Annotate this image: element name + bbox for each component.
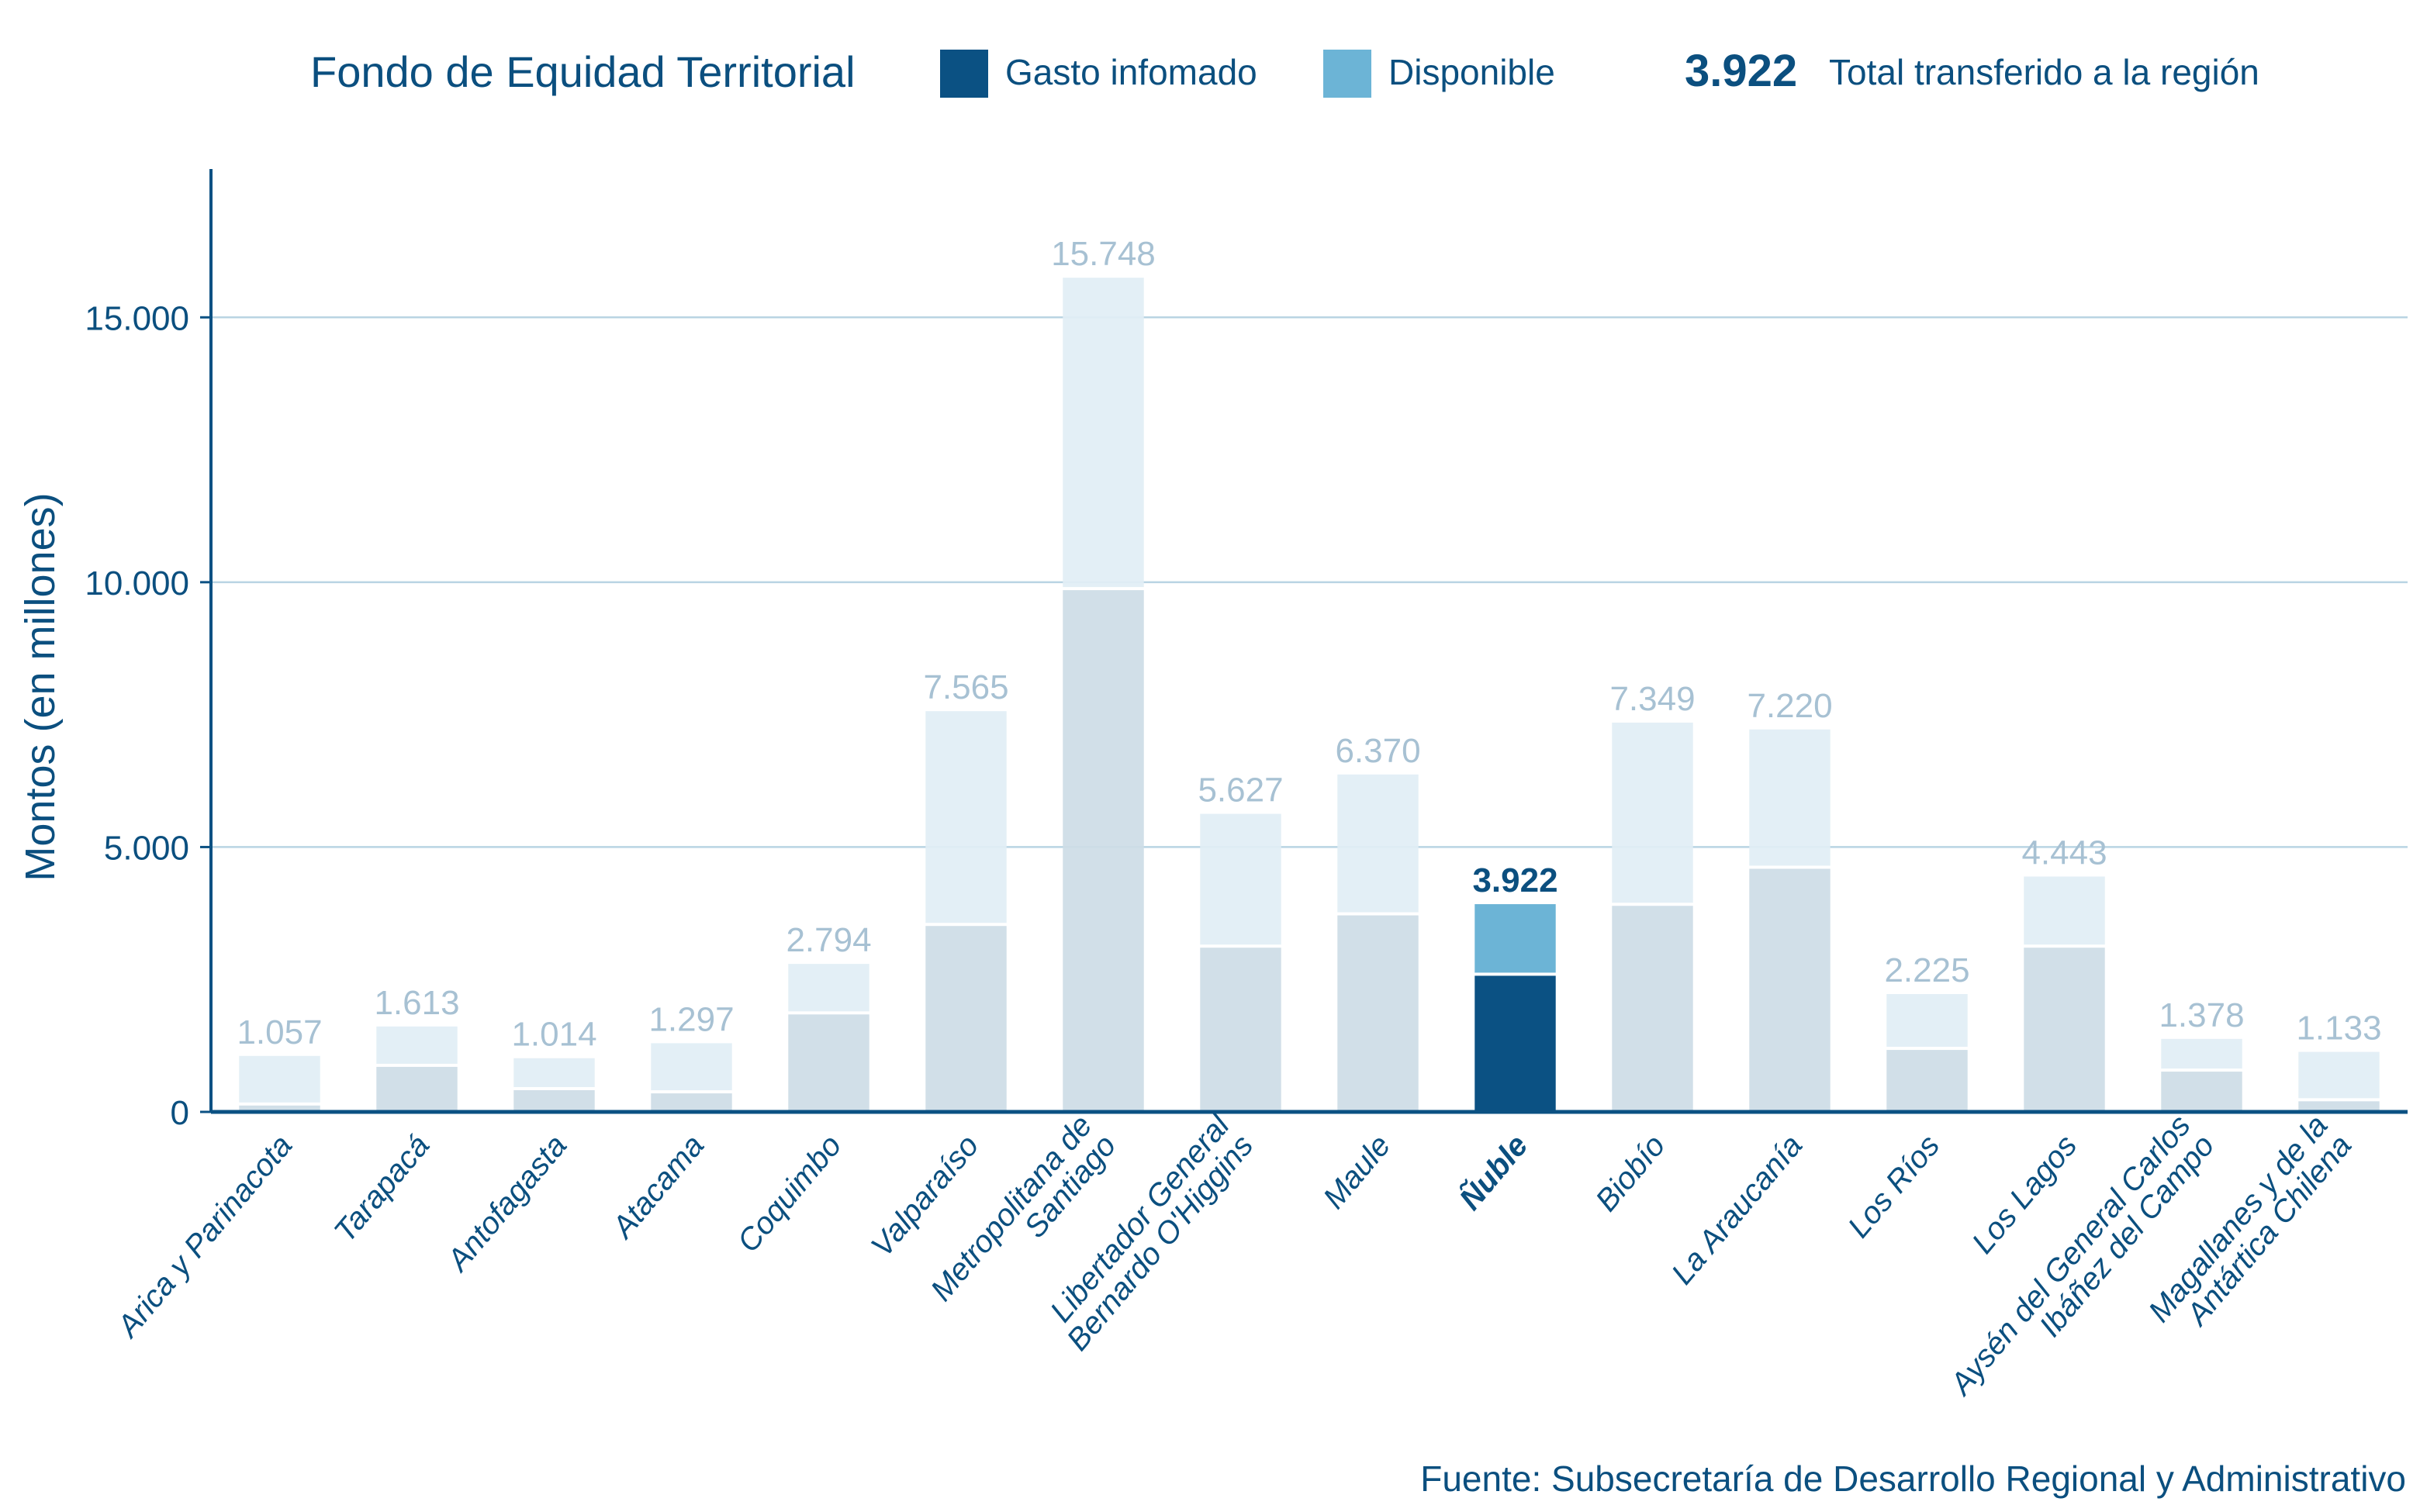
- bar-total-label: 1.133: [2296, 1010, 2381, 1048]
- bar-disponible: [2161, 1038, 2242, 1069]
- bar-total-label: 2.225: [1884, 951, 1969, 989]
- y-tick-label: 15.000: [85, 299, 189, 337]
- bar-total-label: 6.370: [1335, 732, 1420, 770]
- y-tick-label: 10.000: [85, 564, 189, 602]
- bar-total-label: 1.014: [511, 1016, 596, 1054]
- x-tick-label: Maule: [1317, 1129, 1398, 1216]
- source-note: Fuente: Subsecretaría de Desarrollo Regi…: [1420, 1458, 2406, 1499]
- bar-disponible: [1200, 813, 1281, 945]
- bar-total-label: 1.613: [374, 984, 459, 1022]
- legend-label-gasto: Gasto infomado: [1005, 52, 1257, 92]
- bar-gasto: [788, 1014, 869, 1112]
- bar-disponible: [651, 1043, 732, 1091]
- bar-disponible: [1886, 994, 1968, 1048]
- chart-title: Fondo de Equidad Territorial: [310, 47, 856, 96]
- bar-total-label: 7.565: [923, 668, 1008, 706]
- bar-total-label: 5.627: [1198, 772, 1283, 810]
- bar-total-label: 3.922: [1472, 861, 1557, 899]
- bar-gasto: [1337, 915, 1419, 1112]
- bar-gasto: [2161, 1072, 2242, 1112]
- bar-disponible: [1749, 729, 1831, 866]
- bar-disponible: [788, 964, 869, 1012]
- x-tick-label: La Araucanía: [1665, 1129, 1810, 1291]
- bar-gasto: [2024, 948, 2105, 1112]
- bar-gasto: [1474, 975, 1556, 1112]
- bar-total-label: 2.794: [786, 921, 871, 959]
- bar-disponible: [925, 711, 1007, 923]
- bar-disponible: [1474, 904, 1556, 973]
- legend-total-value: 3.922: [1685, 46, 1798, 96]
- bar-gasto: [1063, 590, 1144, 1112]
- bar-gasto: [1200, 948, 1281, 1112]
- bar-total-label: 7.220: [1747, 687, 1832, 725]
- bar-gasto: [376, 1066, 458, 1112]
- x-tick-label: Coquimbo: [731, 1129, 848, 1259]
- x-tick-label: Biobío: [1589, 1129, 1672, 1218]
- bar-disponible: [376, 1026, 458, 1064]
- bar-gasto: [1749, 868, 1831, 1112]
- legend-label-disponible: Disponible: [1388, 52, 1555, 92]
- bar-gasto: [925, 926, 1007, 1112]
- x-tick-label: Ñuble: [1452, 1127, 1535, 1217]
- y-tick-label: 5.000: [104, 829, 189, 867]
- bar-disponible: [239, 1055, 320, 1103]
- x-tick-label: Arica y Parinacota: [110, 1129, 299, 1345]
- bar-gasto: [1612, 906, 1693, 1112]
- bar-disponible: [1612, 722, 1693, 903]
- bar-disponible: [513, 1058, 595, 1087]
- bar-gasto: [513, 1089, 595, 1112]
- x-tick-label: Antofagasta: [440, 1129, 573, 1279]
- bar-total-label: 1.378: [2159, 996, 2244, 1034]
- bar-gasto: [651, 1093, 732, 1112]
- legend-swatch-disponible: [1323, 50, 1371, 98]
- legend: Fondo de Equidad Territorial Gasto infom…: [0, 45, 2420, 99]
- bar-gasto: [1886, 1050, 1968, 1112]
- y-axis-title: Montos (en millones): [17, 492, 64, 881]
- bar-total-label: 15.748: [1051, 235, 1156, 273]
- bar-disponible: [2298, 1051, 2380, 1099]
- bar-gasto: [239, 1105, 320, 1112]
- bar-disponible: [1337, 774, 1419, 913]
- bar-gasto: [2298, 1101, 2380, 1112]
- bar-total-label: 1.297: [648, 1000, 734, 1038]
- bar-total-label: 4.443: [2021, 834, 2107, 872]
- bar-disponible: [2024, 876, 2105, 945]
- x-tick-label: Atacama: [605, 1129, 710, 1246]
- y-tick-label: 0: [171, 1094, 189, 1132]
- bar-disponible: [1063, 278, 1144, 588]
- legend-total-label: Total transferido a la región: [1829, 52, 2259, 92]
- bar-total-label: 1.057: [237, 1013, 322, 1051]
- legend-swatch-gasto: [940, 50, 988, 98]
- bar-total-label: 7.349: [1609, 680, 1695, 718]
- x-tick-label: Tarapacá: [327, 1129, 436, 1249]
- x-tick-label: Los Ríos: [1841, 1129, 1946, 1244]
